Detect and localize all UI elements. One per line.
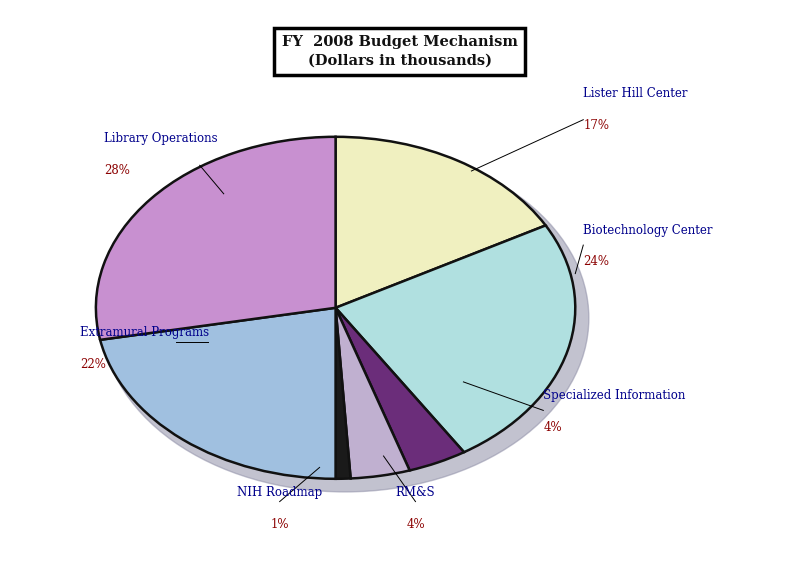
Wedge shape bbox=[336, 137, 546, 308]
Text: NIH Roadmap: NIH Roadmap bbox=[237, 486, 322, 499]
Text: Lister Hill Center: Lister Hill Center bbox=[583, 87, 688, 100]
Text: 22%: 22% bbox=[80, 358, 105, 371]
Text: 4%: 4% bbox=[543, 421, 562, 434]
Text: 4%: 4% bbox=[406, 518, 425, 531]
Text: Extramural Programs: Extramural Programs bbox=[80, 326, 209, 339]
Text: 24%: 24% bbox=[583, 255, 610, 268]
Text: Specialized Information: Specialized Information bbox=[543, 389, 686, 402]
Wedge shape bbox=[336, 225, 575, 452]
Wedge shape bbox=[336, 308, 410, 478]
Text: 17%: 17% bbox=[583, 119, 610, 132]
Circle shape bbox=[101, 144, 589, 492]
Text: Biotechnology Center: Biotechnology Center bbox=[583, 223, 713, 237]
Text: Library Operations: Library Operations bbox=[104, 132, 217, 145]
Wedge shape bbox=[100, 308, 336, 479]
Wedge shape bbox=[96, 137, 336, 340]
Text: 28%: 28% bbox=[104, 164, 129, 177]
Wedge shape bbox=[336, 308, 464, 470]
Text: FY  2008 Budget Mechanism
(Dollars in thousands): FY 2008 Budget Mechanism (Dollars in tho… bbox=[281, 35, 518, 67]
Text: 1%: 1% bbox=[270, 518, 289, 531]
Text: RM&S: RM&S bbox=[396, 486, 435, 499]
Wedge shape bbox=[336, 308, 351, 479]
